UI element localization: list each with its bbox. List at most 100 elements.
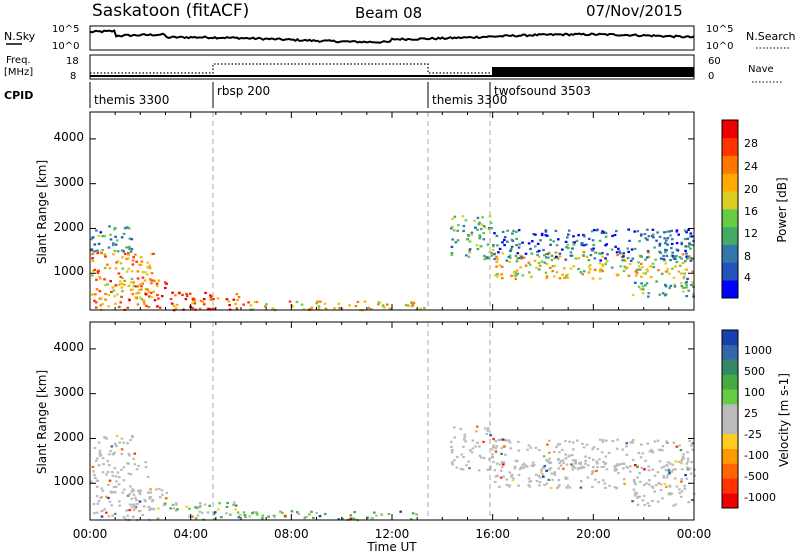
power-cell [540, 260, 544, 263]
velocity-cell [529, 446, 533, 449]
velocity-cell [147, 506, 151, 509]
velocity-cell [584, 455, 587, 458]
power-cell [101, 303, 104, 306]
power-cell [103, 266, 107, 270]
velocity-cell [380, 513, 383, 516]
power-cell [114, 235, 117, 238]
velocity-cell [105, 495, 108, 498]
velocity-cell [232, 503, 235, 506]
power-cell [109, 233, 112, 236]
power-cell [514, 274, 518, 277]
power-cell [370, 308, 373, 311]
power-cell [655, 239, 658, 242]
power-cell [178, 291, 181, 294]
power-cell [548, 266, 552, 269]
power-cell [119, 275, 123, 278]
cpid-label: CPID [4, 89, 33, 102]
velocity-cell [132, 493, 136, 496]
velocity-cell [690, 444, 693, 447]
velocity-cell [132, 504, 136, 508]
velocity-cell [101, 489, 105, 492]
power-cell [116, 239, 119, 242]
power-cell [665, 270, 669, 273]
power-cell [528, 271, 531, 274]
velocity-cell [152, 508, 156, 511]
power-cell [91, 274, 94, 277]
power-cell [553, 264, 557, 268]
power-cell [156, 293, 159, 297]
power-cell [680, 272, 683, 275]
velocity-cell [555, 446, 558, 449]
colorbar-segment [722, 191, 738, 210]
velocity-cell [595, 469, 598, 473]
velocity-cell [666, 473, 670, 476]
velocity-colorbar-frame [721, 329, 739, 509]
power-cell [610, 266, 614, 269]
velocity-cell [526, 448, 529, 451]
power-cell [519, 254, 522, 257]
velocity-cell [118, 500, 121, 503]
velocity-cell [633, 493, 637, 496]
power-cell [498, 247, 502, 250]
power-cell [558, 277, 562, 280]
power-cell [517, 246, 521, 249]
velocity-cell [603, 482, 607, 485]
power-cell [642, 272, 646, 275]
velocity-cell [680, 478, 683, 481]
velocity-cell [98, 449, 102, 452]
velocity-cell [657, 482, 660, 485]
power-cbar-tick-16: 16 [744, 205, 758, 218]
velocity-cell [126, 509, 130, 512]
velocity-cell [387, 512, 391, 516]
power-cell [512, 270, 516, 274]
power-cell [145, 304, 148, 307]
colorbar-segment [722, 280, 738, 299]
velocity-cell [526, 465, 529, 468]
power-cell [691, 243, 694, 247]
power-cell [514, 254, 518, 257]
power-cell [113, 227, 117, 230]
power-cell [689, 232, 693, 235]
power-cell [569, 267, 573, 270]
velocity-cell [514, 459, 518, 462]
velocity-cell [615, 447, 619, 450]
freq-left-tick-bottom: 8 [70, 71, 76, 82]
velocity-cell [678, 444, 681, 447]
velocity-cell [548, 461, 551, 464]
power-cell [103, 253, 107, 256]
power-cell [555, 244, 559, 247]
power-cell [127, 254, 130, 257]
velocity-cell [521, 466, 524, 469]
velocity-cell [486, 427, 490, 430]
velocity-cell [111, 453, 115, 456]
velocity-cell [175, 503, 178, 506]
power-cell [503, 236, 507, 239]
velocity-cell [540, 471, 543, 474]
velocity-cell [101, 471, 105, 474]
velocity-cell [456, 455, 459, 459]
velocity-cell [213, 511, 217, 514]
power-cell [476, 216, 480, 219]
power-cell [451, 217, 454, 221]
power-cell [655, 280, 658, 283]
xtick-3: 12:00 [375, 527, 410, 541]
power-cell [599, 267, 603, 270]
power-ytick-1000: 1000 [53, 264, 84, 278]
xtick-1: 04:00 [173, 527, 208, 541]
velocity-cell [105, 437, 108, 440]
power-cell [123, 279, 126, 282]
velocity-cell [534, 446, 538, 449]
velocity-cell [674, 503, 678, 506]
velocity-cell [545, 482, 549, 485]
power-cell [587, 271, 591, 274]
power-cell [540, 232, 544, 235]
velocity-cell [667, 468, 671, 471]
power-cell [681, 253, 685, 256]
power-cell [604, 244, 607, 247]
power-cell [658, 244, 661, 247]
power-cell [317, 307, 321, 310]
noise-left-label: N.Sky [4, 30, 36, 43]
power-cell [582, 244, 586, 247]
power-cell [113, 249, 117, 253]
velocity-cell [477, 469, 481, 472]
